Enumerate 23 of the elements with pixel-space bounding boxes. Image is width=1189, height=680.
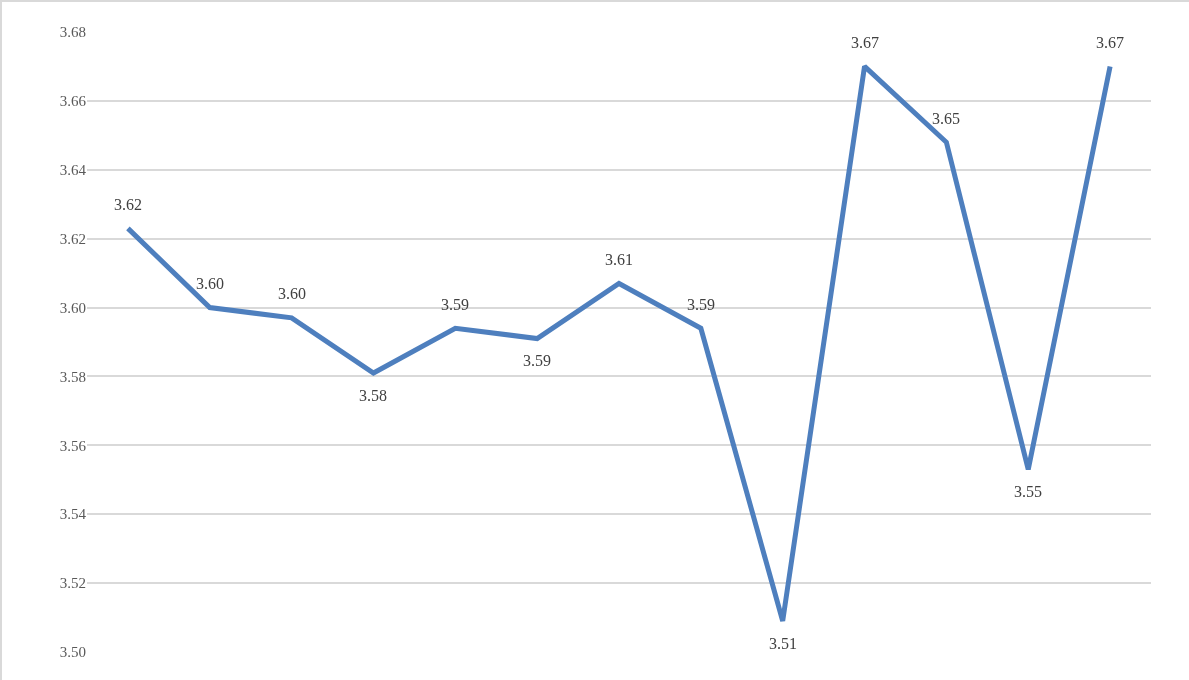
y-tick-label: 3.52 bbox=[59, 575, 86, 592]
y-tick-label: 3.56 bbox=[59, 437, 87, 454]
data-label: 3.67 bbox=[1096, 34, 1124, 51]
data-label: 3.51 bbox=[769, 635, 797, 652]
data-label: 3.62 bbox=[114, 196, 142, 213]
data-label: 3.59 bbox=[523, 352, 551, 369]
data-label: 3.55 bbox=[1014, 483, 1042, 500]
data-label: 3.65 bbox=[932, 110, 960, 127]
y-tick-label: 3.50 bbox=[59, 644, 86, 661]
y-tick-label: 3.54 bbox=[59, 506, 87, 523]
data-label: 3.67 bbox=[851, 34, 879, 51]
y-tick-label: 3.60 bbox=[59, 299, 86, 316]
y-tick-label: 3.62 bbox=[59, 230, 86, 247]
y-tick-label: 3.58 bbox=[59, 368, 86, 385]
y-tick-label: 3.64 bbox=[59, 162, 87, 179]
data-label: 3.60 bbox=[196, 275, 224, 292]
data-label: 3.60 bbox=[278, 285, 306, 302]
y-tick-label: 3.68 bbox=[59, 24, 86, 41]
y-tick-label: 3.66 bbox=[59, 93, 87, 110]
data-label: 3.61 bbox=[605, 251, 633, 268]
data-label: 3.59 bbox=[441, 296, 469, 313]
data-label: 3.58 bbox=[359, 387, 387, 404]
data-label: 3.59 bbox=[687, 296, 715, 313]
